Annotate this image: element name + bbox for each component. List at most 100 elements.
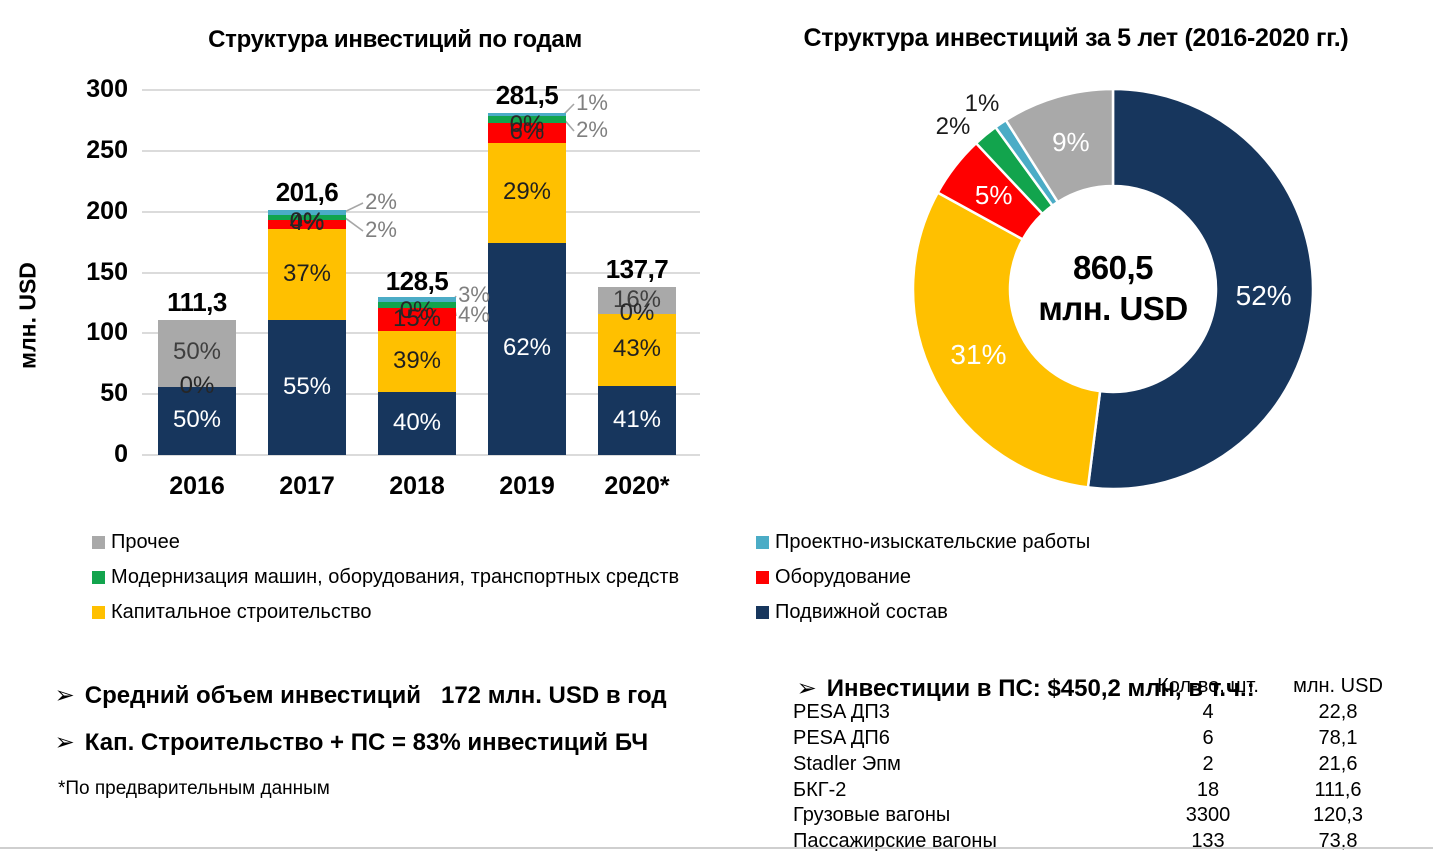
bar-segment <box>378 308 456 332</box>
x-tick-label: 2019 <box>499 472 555 500</box>
bar-segment <box>488 143 566 243</box>
zero-percent-label: 0% <box>619 299 655 327</box>
donut-chart: Структура инвестиций за 5 лет (2016-2020… <box>716 0 1433 530</box>
table-row-label: PESA ДП6 <box>793 726 890 749</box>
bullet-capital-construction: ➢ Кап. Строительство + ПС = 83% инвестици… <box>28 700 748 785</box>
bullet-average-investment: ➢ Средний объем инвестиций 172 млн. USD в… <box>28 653 748 738</box>
bar-segment <box>598 386 676 455</box>
legend-item: Прочее <box>92 531 180 554</box>
bar-total-label: 128,5 <box>385 265 449 296</box>
y-tick-label: 250 <box>86 135 128 164</box>
table-cell-usd: 21,6 <box>1318 752 1358 775</box>
x-tick-label: 2016 <box>169 472 225 500</box>
legend-label: Прочее <box>111 531 180 553</box>
legend-label: Капитальное строительство <box>111 601 372 623</box>
bar-segment <box>268 229 346 321</box>
x-tick-label: 2017 <box>279 472 335 500</box>
donut-center-label: 860,5 млн. USD <box>1013 247 1213 329</box>
y-tick-label: 300 <box>86 75 128 103</box>
donut-chart-title: Структура инвестиций за 5 лет (2016-2020… <box>803 24 1349 52</box>
bar-segment <box>158 319 236 388</box>
legend-swatch <box>92 606 105 619</box>
legend-swatch <box>756 571 769 584</box>
zero-percent-label: 0% <box>289 207 325 235</box>
bar-segment <box>268 209 346 215</box>
donut-center-value: 860,5 <box>1072 249 1154 286</box>
bottom-divider <box>0 847 1433 849</box>
footnote-preliminary-data: *По предварительным данным <box>58 778 330 799</box>
callout-label: 3% <box>458 282 490 307</box>
table-cell-usd: 111,6 <box>1314 778 1362 801</box>
table-row-label: БКГ-2 <box>793 778 847 801</box>
rolling-stock-table: Кол-во, шт. млн. USD PESA ДП3 4 22,8 PESA ДП6… <box>793 674 1393 855</box>
bar-segment-label: 29% <box>502 177 552 205</box>
grid-line <box>142 89 700 91</box>
bar-chart: Структура инвестиций по годам млн. USD 0… <box>0 0 716 530</box>
legend-item: Капитальное строительство <box>92 601 372 624</box>
bar-segment-label: 37% <box>282 259 332 287</box>
legend-item: Подвижной состав <box>756 601 948 624</box>
callout-label: 2% <box>365 217 397 242</box>
table-row-label: PESA ДП3 <box>793 701 890 724</box>
bar-segment <box>378 392 456 455</box>
bar-total-label: 111,3 <box>167 286 227 317</box>
donut-slice <box>1004 87 1115 204</box>
legend-item: Проектно-изыскательские работы <box>756 531 1090 554</box>
bar-segment <box>488 122 566 144</box>
legend-swatch <box>92 536 105 549</box>
grid-line <box>142 149 700 152</box>
bar-segment-label: 50% <box>172 338 222 366</box>
donut-center-unit: млн. USD <box>1038 290 1188 327</box>
bar-segment-label: 62% <box>502 333 552 361</box>
table-cell-qty: 6 <box>1202 726 1214 749</box>
callout-label: 4% <box>458 302 490 327</box>
y-tick-label: 50 <box>100 379 128 408</box>
bar-segment-label: 40% <box>392 408 442 436</box>
legend-item: Модернизация машин, оборудования, трансп… <box>92 566 679 589</box>
grid-line <box>142 271 700 274</box>
table-cell-qty: 4 <box>1202 701 1214 724</box>
bullet-capital-construction-text: Кап. Строительство + ПС = 83% инвестиций… <box>84 729 649 756</box>
y-tick-label: 200 <box>86 196 128 225</box>
rolling-stock-heading-text: Инвестиции в ПС: $450,2 млн, в т.ч.: <box>826 675 1255 702</box>
callout-label: 2% <box>365 189 397 214</box>
bar-segment <box>378 297 456 302</box>
callout-label: 2% <box>576 117 608 142</box>
bar-segment-label: 4% <box>289 209 325 237</box>
bar-segment-label: 39% <box>392 346 442 374</box>
bullet-rolling-stock-investments: ➢ Инвестиции в ПС: $450,2 млн, в т.ч.: <box>770 646 1420 731</box>
grid-line <box>142 210 700 213</box>
bar-segment-label: 41% <box>612 405 662 433</box>
table-header-usd: млн. USD <box>1293 675 1383 698</box>
table-row-label: Stadler Эпм <box>793 752 901 775</box>
bar-total-label: 137,7 <box>605 254 669 285</box>
table-header-qty: Кол-во, шт. <box>1157 675 1259 698</box>
legend-label: Модернизация машин, оборудования, трансп… <box>111 566 680 588</box>
bullet-arrow-icon: ➢ <box>54 682 75 709</box>
bar-segment-label: 16% <box>612 285 662 313</box>
bar-segment-label: 50% <box>172 406 222 434</box>
legend-swatch <box>756 606 769 619</box>
bar-segment <box>598 287 676 315</box>
bar-plot-area: 0 50 100 150 200 250 300 50% 50% 111,3 2016 55% 37% 4… <box>0 0 716 530</box>
table-cell-qty: 3300 <box>1185 804 1231 827</box>
table-cell-usd: 120,3 <box>1312 804 1364 827</box>
table-row-label: Грузовые вагоны <box>793 804 951 827</box>
table-cell-qty: 2 <box>1202 752 1214 775</box>
table-cell-usd: 22,8 <box>1318 701 1358 724</box>
bar-segment <box>378 301 456 309</box>
zero-percent-label: 0% <box>179 372 215 400</box>
bullet-arrow-icon: ➢ <box>54 729 75 756</box>
bar-segment-label: 43% <box>612 335 662 363</box>
callout-label: 1% <box>576 90 608 115</box>
zero-percent-label: 0% <box>509 110 545 138</box>
bar-total-label: 201,6 <box>275 176 339 207</box>
table-row-label: Пассажирские вагоны <box>793 830 997 853</box>
bar-segment <box>598 314 676 387</box>
legend-label: Оборудование <box>775 566 912 588</box>
bar-segment <box>488 242 566 455</box>
grid-line <box>142 454 700 456</box>
donut-svg <box>911 87 1315 491</box>
y-tick-label: 150 <box>86 257 128 286</box>
